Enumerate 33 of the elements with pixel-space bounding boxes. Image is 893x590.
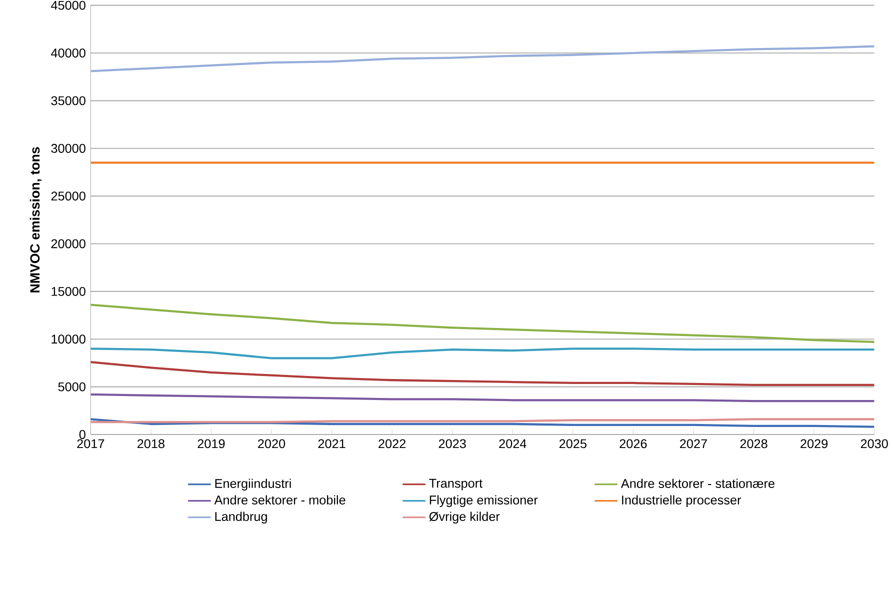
y-tick-label: 5000 (58, 382, 86, 392)
x-tick-label: 2030 (860, 438, 888, 448)
x-tick-label: 2020 (258, 438, 286, 448)
y-tick-label: 0 (79, 430, 86, 439)
x-tick-label: 2021 (318, 438, 346, 448)
y-tick-label: 10000 (52, 334, 86, 344)
legend-label: Andre sektorer - mobile (214, 495, 346, 504)
legend-label: Industrielle processer (622, 495, 742, 507)
x-tick-label: 2023 (438, 438, 466, 448)
x-tick-label: 2024 (499, 438, 526, 448)
y-tick-label: 45000 (51, 0, 86, 10)
x-tick-label: 2026 (620, 438, 647, 448)
legend-label: Energiindustri (215, 478, 291, 490)
y-tick-label: 30000 (51, 144, 86, 153)
y-axis-title: NMVOC emission, tons (30, 146, 42, 292)
x-tick-label: 2027 (680, 438, 707, 448)
x-tick-label: 2025 (559, 438, 586, 448)
x-tick-label: 2018 (137, 438, 164, 448)
x-tick-label: 2028 (740, 438, 768, 448)
x-tick-label: 2022 (378, 438, 406, 448)
legend-label: Andre sektorer - stationære (620, 478, 774, 488)
y-tick-label: 15000 (52, 286, 86, 296)
y-tick-label: 35000 (51, 96, 86, 105)
y-tick-label: 20000 (51, 239, 86, 248)
x-tick-label: 2017 (77, 438, 104, 448)
legend-label: Landbrug (215, 512, 267, 524)
y-tick-label: 25000 (51, 191, 86, 200)
x-tick-label: 2029 (800, 438, 828, 448)
y-tick-label: 40000 (51, 48, 86, 58)
legend-label: Transport (429, 478, 482, 490)
x-tick-label: 2019 (198, 438, 225, 448)
legend-label: Flygtige emissioner (430, 495, 538, 507)
legend-label: Øvrige kilder (429, 512, 500, 524)
